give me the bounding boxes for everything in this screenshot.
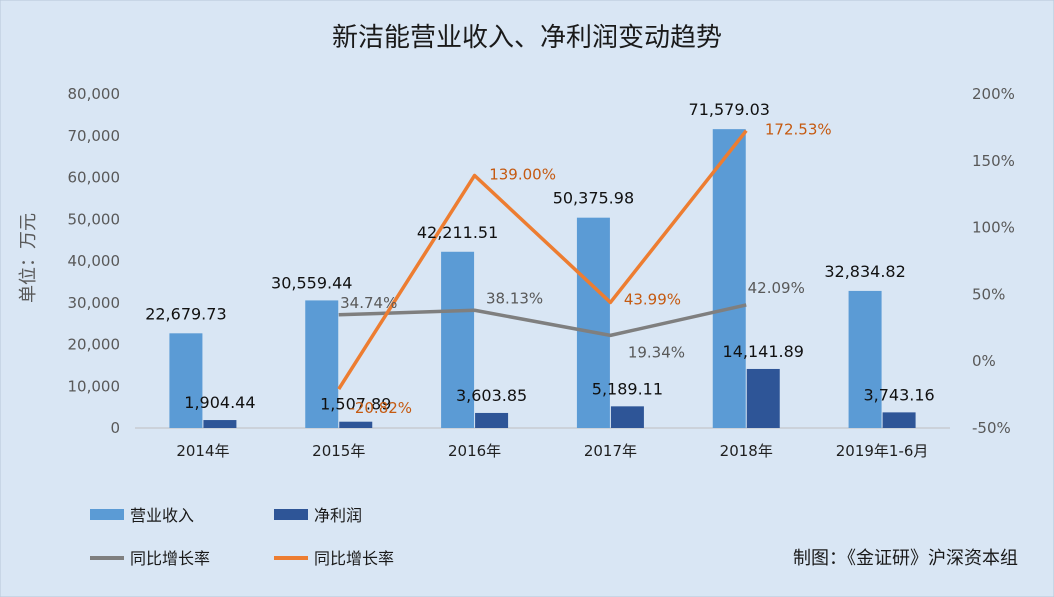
revenue-bar [712,129,746,429]
net-profit-data-label: 3,603.85 [456,386,527,405]
y2-tick-label: 100% [972,219,1015,237]
revenue-bar [305,300,339,428]
net-profit-bar [475,412,509,428]
y-tick-label: 40,000 [68,252,121,270]
revenue-data-label: 42,211.51 [417,223,498,242]
revenue-data-label: 71,579.03 [689,100,770,119]
x-tick-label: 2015年 [312,442,365,460]
chart-title: 新洁能营业收入、净利润变动趋势 [332,23,722,53]
legend-label: 营业收入 [130,506,194,525]
gray-growth-label: 42.09% [748,279,805,297]
legend-label: 同比增长率 [130,549,210,568]
y2-tick-label: -50% [972,419,1011,437]
legend-label: 净利润 [314,506,362,525]
revenue-bar [169,333,203,428]
gray-growth-label: 38.13% [486,289,543,307]
x-tick-label: 2016年 [448,442,501,460]
net-profit-data-label: 3,743.16 [863,385,934,404]
y-tick-label: 60,000 [68,169,121,187]
y-tick-label: 20,000 [68,336,121,354]
net-profit-data-label: 5,189.11 [592,379,663,398]
orange-growth-label: 43.99% [624,290,681,308]
x-tick-label: 2017年 [584,442,637,460]
y-tick-label: 10,000 [68,377,121,395]
y-tick-label: 50,000 [68,210,121,228]
revenue-data-label: 22,679.73 [145,304,226,323]
y2-tick-label: 150% [972,152,1015,170]
x-tick-label: 2018年 [720,442,773,460]
y-tick-label: 80,000 [68,85,121,103]
net-profit-bar [339,421,373,428]
y-tick-label: 0 [110,419,120,437]
y-axis-label: 单位：万元 [18,213,39,303]
orange-growth-line [337,129,748,390]
gray-growth-label: 34.74% [340,294,397,312]
y2-tick-label: 50% [972,285,1005,303]
net-profit-data-label: 14,141.89 [723,342,804,361]
x-tick-label: 2019年1-6月 [836,442,929,460]
orange-growth-label: 139.00% [489,165,556,183]
orange-growth-label: -20.82% [349,399,412,417]
y-tick-label: 70,000 [68,127,121,145]
x-tick-label: 2014年 [176,442,229,460]
net-profit-data-label: 1,904.44 [184,393,255,412]
legend-net-profit-swatch [274,509,308,520]
revenue-bar [848,290,882,428]
revenue-data-label: 32,834.82 [824,262,905,281]
y-tick-label: 30,000 [68,294,121,312]
net-profit-bar [882,412,916,428]
revenue-bar [576,217,610,428]
revenue-data-label: 50,375.98 [553,189,634,208]
chart-credit: 制图：《金证研》沪深资本组 [793,548,1018,569]
net-profit-bar [610,406,644,428]
revenue-data-label: 30,559.44 [271,273,352,292]
y2-tick-label: 0% [972,352,996,370]
y2-tick-label: 200% [972,85,1015,103]
gray-growth-label: 19.34% [628,343,685,361]
revenue-bar [441,251,475,428]
gray-growth-line [338,303,747,338]
legend-label: 同比增长率 [314,549,394,568]
legend-revenue-swatch [90,509,124,520]
orange-growth-label: 172.53% [765,121,832,139]
net-profit-data-label: 1,507.89 [320,395,391,414]
net-profit-bar [746,368,780,428]
net-profit-bar [203,420,237,428]
